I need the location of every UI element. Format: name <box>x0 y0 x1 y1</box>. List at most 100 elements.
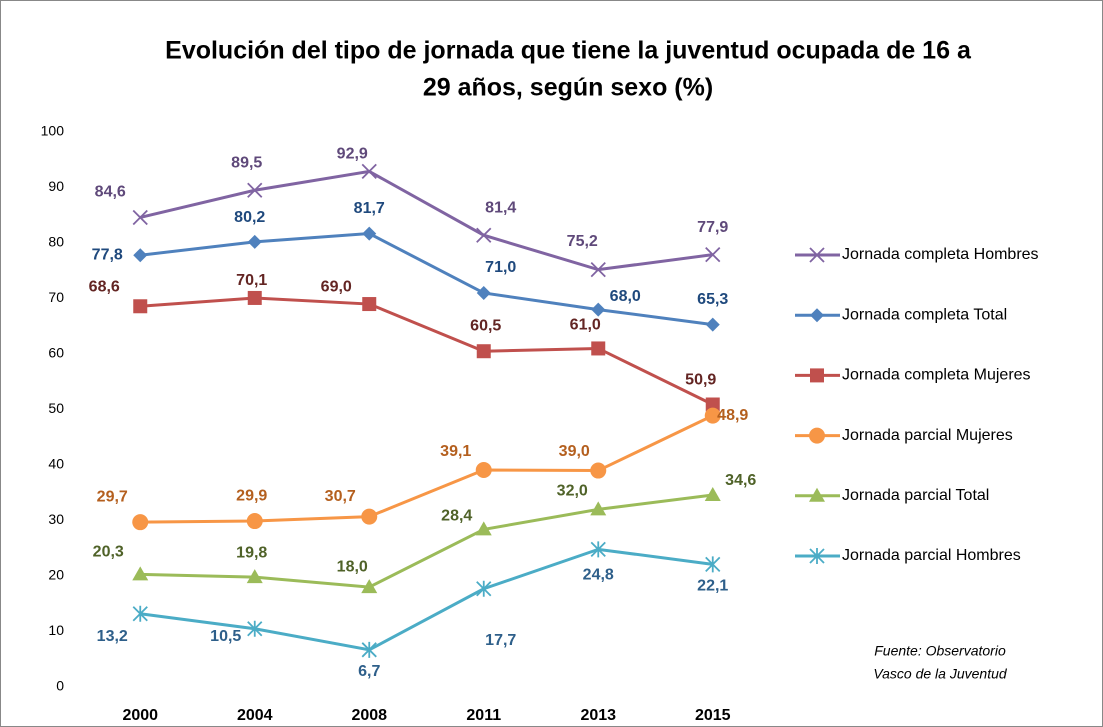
marker <box>362 297 377 312</box>
marker <box>132 209 148 226</box>
x-tick-label: 2008 <box>351 707 387 724</box>
legend-label: Jornada parcial Hombres <box>842 547 1021 564</box>
data-label: 92,9 <box>337 146 368 163</box>
data-label: 39,1 <box>440 443 471 460</box>
data-label: 18,0 <box>337 558 368 575</box>
legend-label: Jornada parcial Mujeres <box>842 427 1013 444</box>
marker <box>132 605 148 622</box>
marker <box>590 501 607 516</box>
data-label: 22,1 <box>697 578 728 595</box>
data-label: 30,7 <box>325 488 356 505</box>
data-label: 28,4 <box>441 508 472 525</box>
y-tick-label: 50 <box>48 400 64 416</box>
data-label: 19,8 <box>236 544 267 561</box>
data-label: 24,8 <box>583 567 614 584</box>
data-label: 60,5 <box>470 317 501 334</box>
source-note: Vasco de la Juventud <box>873 666 1008 682</box>
y-tick-label: 10 <box>48 622 64 638</box>
data-label: 17,7 <box>485 632 516 649</box>
y-tick-label: 40 <box>48 456 64 472</box>
marker <box>704 486 721 501</box>
data-label: 68,6 <box>89 278 120 295</box>
legend-label: Jornada completa Total <box>842 306 1007 323</box>
series: 20,3 19,8 18,0 28,4 32,0 34,6 <box>93 472 756 594</box>
data-label: 77,8 <box>92 246 123 263</box>
marker <box>476 227 492 243</box>
series-line <box>140 232 713 327</box>
series: 29,7 29,9 30,7 39,1 39,0 48,9 <box>97 407 748 531</box>
data-label: 13,2 <box>97 628 128 645</box>
marker <box>361 579 378 594</box>
marker <box>475 521 492 536</box>
marker <box>246 513 263 530</box>
marker <box>132 514 149 531</box>
marker <box>591 341 606 356</box>
marker <box>476 580 492 597</box>
marker <box>362 226 377 241</box>
legend-marker <box>810 368 824 383</box>
y-tick-label: 80 <box>48 234 64 250</box>
x-tick-label: 2000 <box>122 707 158 724</box>
data-label: 34,6 <box>725 472 756 489</box>
legend-marker <box>809 427 825 444</box>
marker <box>361 163 377 180</box>
y-tick-label: 70 <box>48 289 64 305</box>
data-label: 20,3 <box>93 544 124 561</box>
x-tick-label: 2015 <box>695 707 731 724</box>
data-label: 65,3 <box>697 291 728 308</box>
marker <box>133 248 148 263</box>
y-tick-label: 20 <box>48 567 64 583</box>
marker <box>133 299 148 314</box>
marker <box>591 302 606 317</box>
chart-title: 29 años, según sexo (%) <box>423 74 713 102</box>
marker <box>247 234 262 249</box>
data-label: 61,0 <box>570 317 601 334</box>
marker <box>247 182 263 198</box>
series: 68,6 70,1 69,0 60,5 61,0 50,9 <box>89 272 720 412</box>
marker <box>132 566 149 581</box>
data-label: 71,0 <box>485 259 516 276</box>
chart-title: Evolución del tipo de jornada que tiene … <box>165 37 972 65</box>
data-label: 48,9 <box>717 407 748 424</box>
data-label: 32,0 <box>557 483 588 500</box>
data-label: 10,5 <box>210 628 241 645</box>
legend-marker <box>809 487 825 502</box>
series: 13,2 10,5 6,7 17,7 24,8 22,1 <box>97 541 728 680</box>
series: 77,8 80,2 81,7 71,0 68,0 65,3 <box>92 200 728 332</box>
data-label: 29,7 <box>97 488 128 505</box>
y-tick-label: 90 <box>48 178 64 194</box>
series-line <box>140 493 713 589</box>
legend-marker <box>810 308 824 323</box>
data-label: 68,0 <box>610 288 641 305</box>
legend-label: Jornada parcial Total <box>842 487 989 504</box>
marker <box>247 620 263 637</box>
data-label: 6,7 <box>358 663 380 680</box>
series-line <box>140 296 714 406</box>
series-line <box>139 169 713 272</box>
marker <box>705 556 721 573</box>
marker <box>705 317 720 332</box>
source-note: Fuente: Observatorio <box>874 643 1006 659</box>
data-label: 89,5 <box>231 154 262 171</box>
y-tick-label: 100 <box>41 123 65 139</box>
legend-label: Jornada completa Hombres <box>842 246 1039 263</box>
series-line <box>140 547 713 652</box>
marker <box>247 290 262 305</box>
marker <box>476 285 491 300</box>
data-label: 81,7 <box>354 200 385 217</box>
data-label: 70,1 <box>236 272 267 289</box>
x-tick-label: 2011 <box>466 707 501 724</box>
marker <box>590 262 606 278</box>
y-tick-label: 30 <box>48 511 64 527</box>
marker <box>475 461 492 478</box>
marker <box>361 641 377 658</box>
marker <box>476 344 491 359</box>
y-tick-label: 0 <box>56 678 64 694</box>
x-tick-label: 2004 <box>237 707 273 724</box>
data-label: 80,2 <box>234 209 265 226</box>
data-label: 81,4 <box>485 199 516 216</box>
marker <box>705 397 720 412</box>
data-label: 84,6 <box>95 184 126 201</box>
